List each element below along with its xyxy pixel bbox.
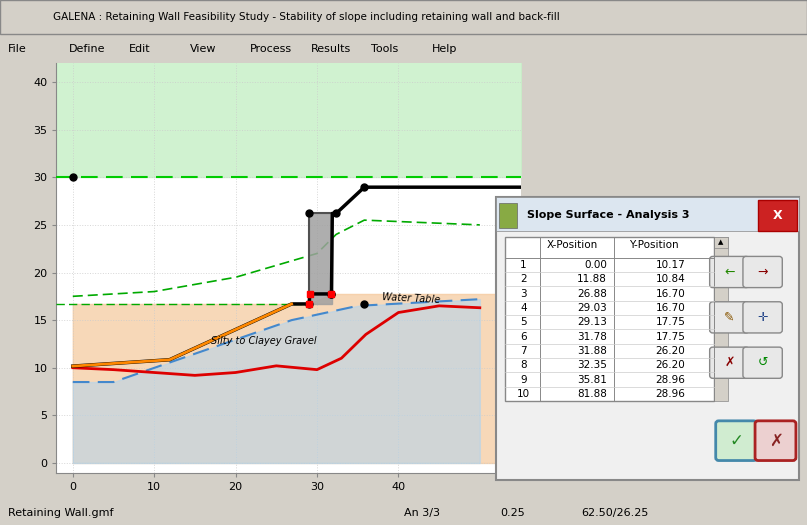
- Text: 29.13: 29.13: [577, 317, 607, 327]
- Text: Results: Results: [311, 44, 351, 54]
- Text: ↺: ↺: [757, 356, 768, 369]
- Text: An 3/3: An 3/3: [404, 508, 440, 518]
- FancyBboxPatch shape: [709, 256, 749, 288]
- Text: 81.88: 81.88: [577, 389, 607, 399]
- Text: 8: 8: [521, 360, 527, 370]
- Bar: [714, 237, 728, 401]
- Text: 10: 10: [517, 389, 530, 399]
- Text: 10.17: 10.17: [656, 260, 685, 270]
- Text: ✛: ✛: [757, 311, 768, 324]
- Text: 16.70: 16.70: [656, 289, 685, 299]
- Text: 26.88: 26.88: [577, 289, 607, 299]
- Text: GALENA : Retaining Wall Feasibility Study - Stability of slope including retaini: GALENA : Retaining Wall Feasibility Stud…: [53, 12, 560, 22]
- Text: 3: 3: [521, 289, 527, 299]
- Text: 7: 7: [521, 346, 527, 356]
- Text: ✗: ✗: [769, 432, 783, 450]
- FancyBboxPatch shape: [743, 347, 782, 379]
- Text: Edit: Edit: [129, 44, 151, 54]
- Text: 4: 4: [521, 303, 527, 313]
- Text: 0.25: 0.25: [500, 508, 525, 518]
- Text: Silty to Clayey Gravel: Silty to Clayey Gravel: [211, 336, 317, 346]
- Text: 35.81: 35.81: [577, 374, 607, 384]
- Text: Process: Process: [250, 44, 292, 54]
- FancyBboxPatch shape: [716, 421, 757, 460]
- Text: Y-Position: Y-Position: [629, 240, 679, 250]
- Text: 17.75: 17.75: [655, 332, 685, 342]
- Text: 31.88: 31.88: [577, 346, 607, 356]
- Text: →: →: [757, 266, 768, 278]
- Text: 16.70: 16.70: [656, 303, 685, 313]
- Text: 1: 1: [521, 260, 527, 270]
- Text: ←: ←: [724, 266, 734, 278]
- Text: 62.50/26.25: 62.50/26.25: [581, 508, 648, 518]
- Text: X: X: [773, 209, 783, 222]
- FancyBboxPatch shape: [709, 302, 749, 333]
- FancyBboxPatch shape: [743, 302, 782, 333]
- Text: X-Position: X-Position: [546, 240, 598, 250]
- Text: 9: 9: [521, 374, 527, 384]
- Text: ▲: ▲: [718, 239, 724, 245]
- Text: 0.00: 0.00: [584, 260, 607, 270]
- Text: Help: Help: [432, 44, 457, 54]
- Text: 26.20: 26.20: [656, 360, 685, 370]
- Text: ✓: ✓: [730, 432, 743, 450]
- Text: Water Table: Water Table: [383, 292, 441, 305]
- Text: 2: 2: [521, 274, 527, 285]
- FancyBboxPatch shape: [758, 200, 797, 231]
- Text: Retaining Wall.gmf: Retaining Wall.gmf: [8, 508, 114, 518]
- Text: 17.75: 17.75: [655, 317, 685, 327]
- Text: 32.35: 32.35: [577, 360, 607, 370]
- Text: View: View: [190, 44, 216, 54]
- Text: File: File: [8, 44, 27, 54]
- Bar: [496, 197, 799, 231]
- Text: 5: 5: [521, 317, 527, 327]
- Bar: [505, 237, 714, 401]
- Text: 29.03: 29.03: [577, 303, 607, 313]
- Polygon shape: [309, 214, 332, 304]
- Text: Tools: Tools: [371, 44, 399, 54]
- Text: Define: Define: [69, 44, 105, 54]
- Text: 10.84: 10.84: [656, 274, 685, 285]
- Bar: [500, 203, 517, 228]
- FancyBboxPatch shape: [709, 347, 749, 379]
- Text: 26.20: 26.20: [656, 346, 685, 356]
- Text: 28.96: 28.96: [655, 374, 685, 384]
- Text: 11.88: 11.88: [577, 274, 607, 285]
- FancyBboxPatch shape: [755, 421, 796, 460]
- Text: ✗: ✗: [724, 356, 734, 369]
- Text: Slope Surface - Analysis 3: Slope Surface - Analysis 3: [526, 211, 689, 220]
- Text: 28.96: 28.96: [655, 389, 685, 399]
- Bar: [714, 237, 728, 248]
- Text: 6: 6: [521, 332, 527, 342]
- Text: 31.78: 31.78: [577, 332, 607, 342]
- Text: ✎: ✎: [724, 311, 734, 324]
- FancyBboxPatch shape: [743, 256, 782, 288]
